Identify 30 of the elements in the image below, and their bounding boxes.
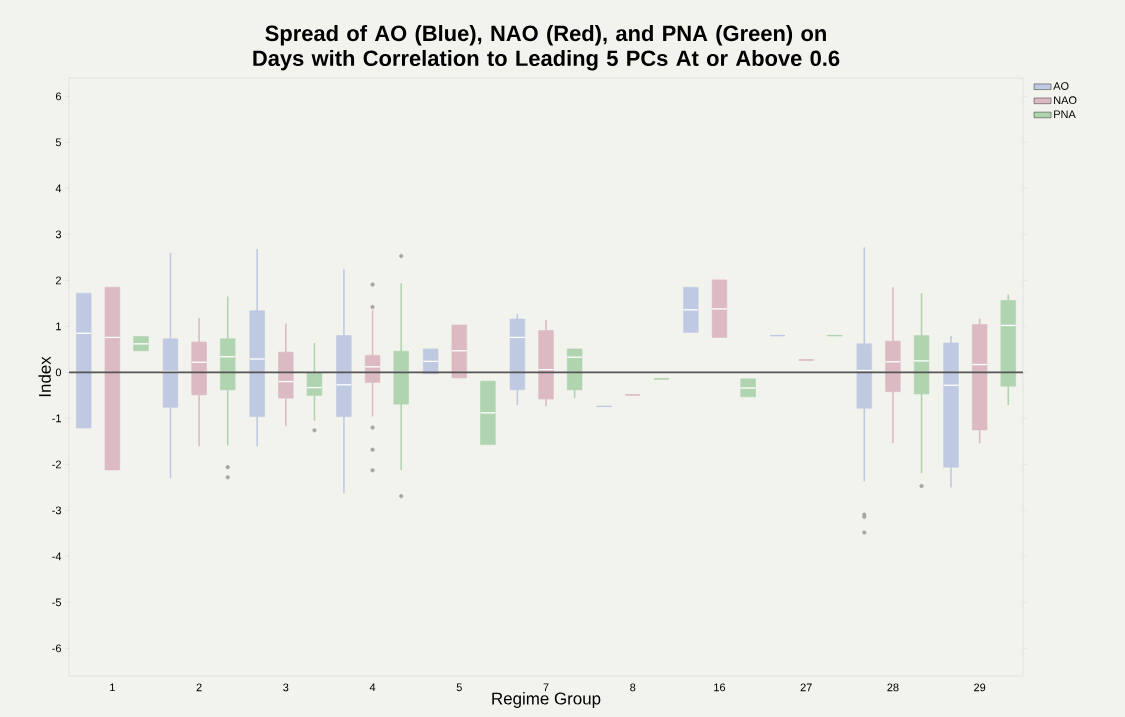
- y-tick-label: -5: [52, 598, 62, 607]
- x-tick-label: 16: [714, 683, 726, 692]
- y-tick-label: 6: [55, 92, 62, 101]
- x-tick-label: 4: [369, 683, 376, 692]
- y-tick-label: 0: [55, 368, 62, 377]
- y-tick-label: 1: [56, 322, 61, 331]
- x-tick-label: 5: [456, 683, 462, 692]
- legend-label: PNA: [1054, 110, 1076, 118]
- legend-label: AO: [1053, 82, 1069, 90]
- x-axis-title: Regime Group: [492, 692, 601, 708]
- y-tick-label: 5: [55, 138, 62, 147]
- chart-title: Spread of AO (Blue), NAO (Red), and PNA (Green) on Days with Correlation to Leading 5 PCs At or Above 0.6: [253, 25, 840, 71]
- x-tick-label: 28: [887, 683, 899, 692]
- y-tick-label: -4: [52, 552, 62, 561]
- x-tick-label: 7: [543, 683, 549, 692]
- x-tick-label: 27: [800, 683, 812, 692]
- y-tick-label: -6: [52, 644, 62, 653]
- x-tick-label: 8: [630, 683, 636, 692]
- y-tick-label: 4: [55, 184, 62, 193]
- y-axis-title: Index: [38, 356, 51, 397]
- y-tick-label: -1: [52, 414, 61, 423]
- x-tick-label: 1: [110, 683, 115, 692]
- y-tick-label: -3: [52, 506, 62, 515]
- legend-label: NAO: [1054, 96, 1077, 105]
- x-tick-label: 2: [196, 683, 202, 692]
- y-tick-label: 2: [55, 276, 61, 285]
- x-tick-label: 3: [283, 683, 289, 692]
- x-tick-label: 29: [974, 683, 986, 692]
- y-tick-label: 3: [55, 230, 62, 239]
- y-tick-label: -2: [52, 460, 61, 469]
